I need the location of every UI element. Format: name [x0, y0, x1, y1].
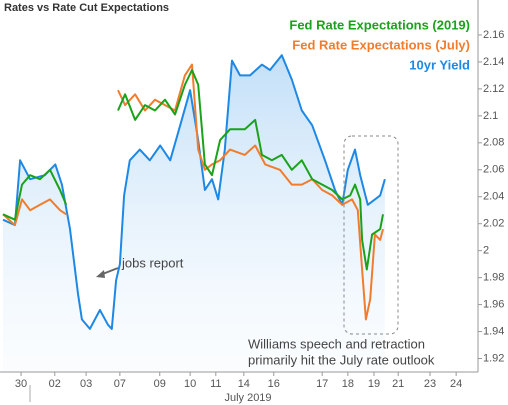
- x-tick-label: 11: [210, 378, 221, 390]
- x-tick-label: 19: [368, 378, 380, 390]
- y-tick-label: 2.16: [483, 29, 504, 41]
- y-tick-label: 1.98: [483, 272, 504, 284]
- y-tick-label: 2.04: [483, 191, 504, 203]
- x-tick-label: 10: [184, 378, 196, 390]
- x-tick-label: 30: [15, 378, 27, 390]
- x-tick-label: 18: [342, 378, 354, 390]
- annotation: jobs report: [121, 255, 184, 270]
- x-tick-label: 21: [392, 378, 404, 390]
- chart-title: Rates vs Rate Cut Expectations: [4, 2, 169, 14]
- y-tick-label: 2: [483, 245, 489, 257]
- x-tick-label: 24: [450, 378, 462, 390]
- legend-label: Fed Rate Expectations (2019): [289, 17, 470, 32]
- y-tick-label: 1.92: [483, 352, 504, 364]
- x-tick-label: 02: [49, 378, 61, 390]
- annotation: primarily hit the July rate outlook: [248, 352, 435, 367]
- y-tick-label: 2.06: [483, 164, 504, 176]
- line: [2, 63, 384, 321]
- x-tick-label: 09: [154, 378, 166, 390]
- x-tick-label: 23: [424, 378, 436, 390]
- area: [3, 55, 385, 372]
- y-tick-label: 2.14: [483, 56, 504, 68]
- plot-area: [2, 54, 386, 372]
- highlight-box: [343, 135, 399, 335]
- x-tick-label: 17: [316, 378, 328, 390]
- legend-label: 10yr Yield: [409, 57, 470, 72]
- y-tick-label: 2.02: [483, 218, 504, 230]
- line: [2, 69, 384, 271]
- y-tick-label: 1.96: [483, 298, 504, 310]
- x-tick-label: 03: [80, 378, 92, 390]
- x-tick-label: 16: [268, 378, 280, 390]
- x-tick-label: 07: [114, 378, 126, 390]
- arrow-head: [96, 270, 105, 278]
- legend-label: Fed Rate Expectations (July): [292, 37, 470, 52]
- x-tick-label: 14: [238, 378, 250, 390]
- legend: Fed Rate Expectations (2019) Fed Rate Exp…: [289, 17, 470, 72]
- y-tick-label: 2.12: [483, 83, 504, 95]
- y-tick-label: 2.08: [483, 137, 504, 149]
- y-tick-label: 2.1: [483, 110, 498, 122]
- x-axis-label: July 2019: [224, 392, 271, 404]
- y-tick-label: 1.94: [483, 325, 504, 337]
- annotation: Williams speech and retraction: [248, 336, 425, 351]
